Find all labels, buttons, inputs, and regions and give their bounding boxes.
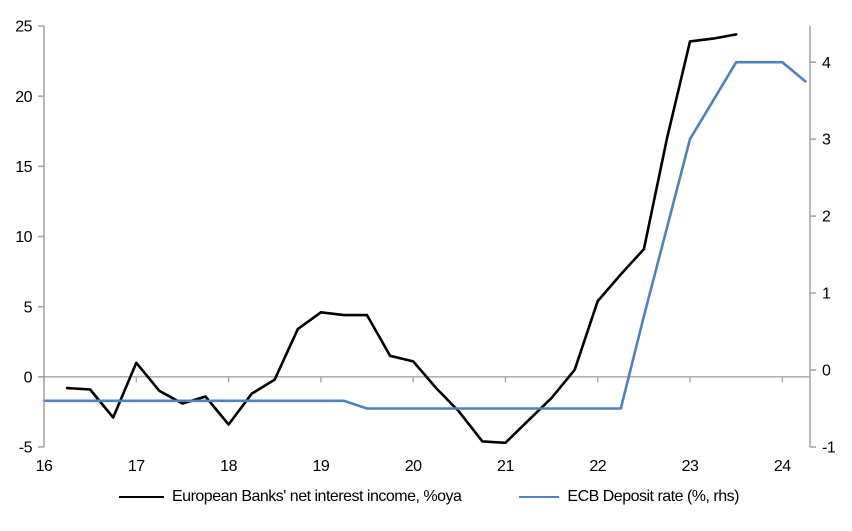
x-axis-tick-label: 23 (682, 458, 699, 475)
right-axis-tick-label: -1 (822, 440, 836, 457)
left-axis-tick-label: 15 (15, 159, 32, 176)
left-axis-tick-label: 10 (15, 229, 32, 246)
legend-label-net-interest-income: European Banks' net interest income, %oy… (172, 488, 462, 505)
x-axis-tick-label: 20 (405, 458, 422, 475)
left-axis-tick-label: -5 (19, 440, 33, 457)
x-axis-tick-label: 24 (774, 458, 791, 475)
legend-item-ecb-deposit-rate: ECB Deposit rate (%, rhs) (519, 488, 739, 506)
right-axis-tick-label: 0 (822, 363, 831, 380)
left-axis-tick-label: 20 (15, 89, 32, 106)
series-layer (42, 33, 807, 445)
blue-line-swatch-icon (519, 496, 560, 498)
x-axis-tick-label: 18 (220, 458, 237, 475)
left-axis-tick-label: 0 (24, 369, 33, 386)
black-line-swatch-icon (119, 496, 164, 498)
right-axis-tick-label: 2 (822, 209, 831, 226)
axis-layer (38, 25, 816, 448)
series-line-0 (65, 33, 738, 445)
right-axis-tick-label: 4 (822, 55, 831, 72)
chart-legend: European Banks' net interest income, %oy… (0, 488, 852, 506)
x-axis-tick-label: 21 (497, 458, 514, 475)
right-axis-tick-label: 3 (822, 132, 831, 149)
x-axis-tick-label: 16 (36, 458, 53, 475)
x-axis-tick-label: 22 (589, 458, 606, 475)
right-axis-tick-label: 1 (822, 286, 831, 303)
x-axis-tick-label: 17 (128, 458, 145, 475)
legend-label-ecb-deposit-rate: ECB Deposit rate (%, rhs) (567, 488, 739, 505)
left-axis-tick-label: 25 (15, 19, 32, 36)
series-line-1 (42, 60, 807, 410)
x-axis-tick-label: 19 (312, 458, 329, 475)
legend-item-net-interest-income: European Banks' net interest income, %oy… (119, 488, 462, 506)
left-axis-tick-label: 5 (24, 299, 33, 316)
